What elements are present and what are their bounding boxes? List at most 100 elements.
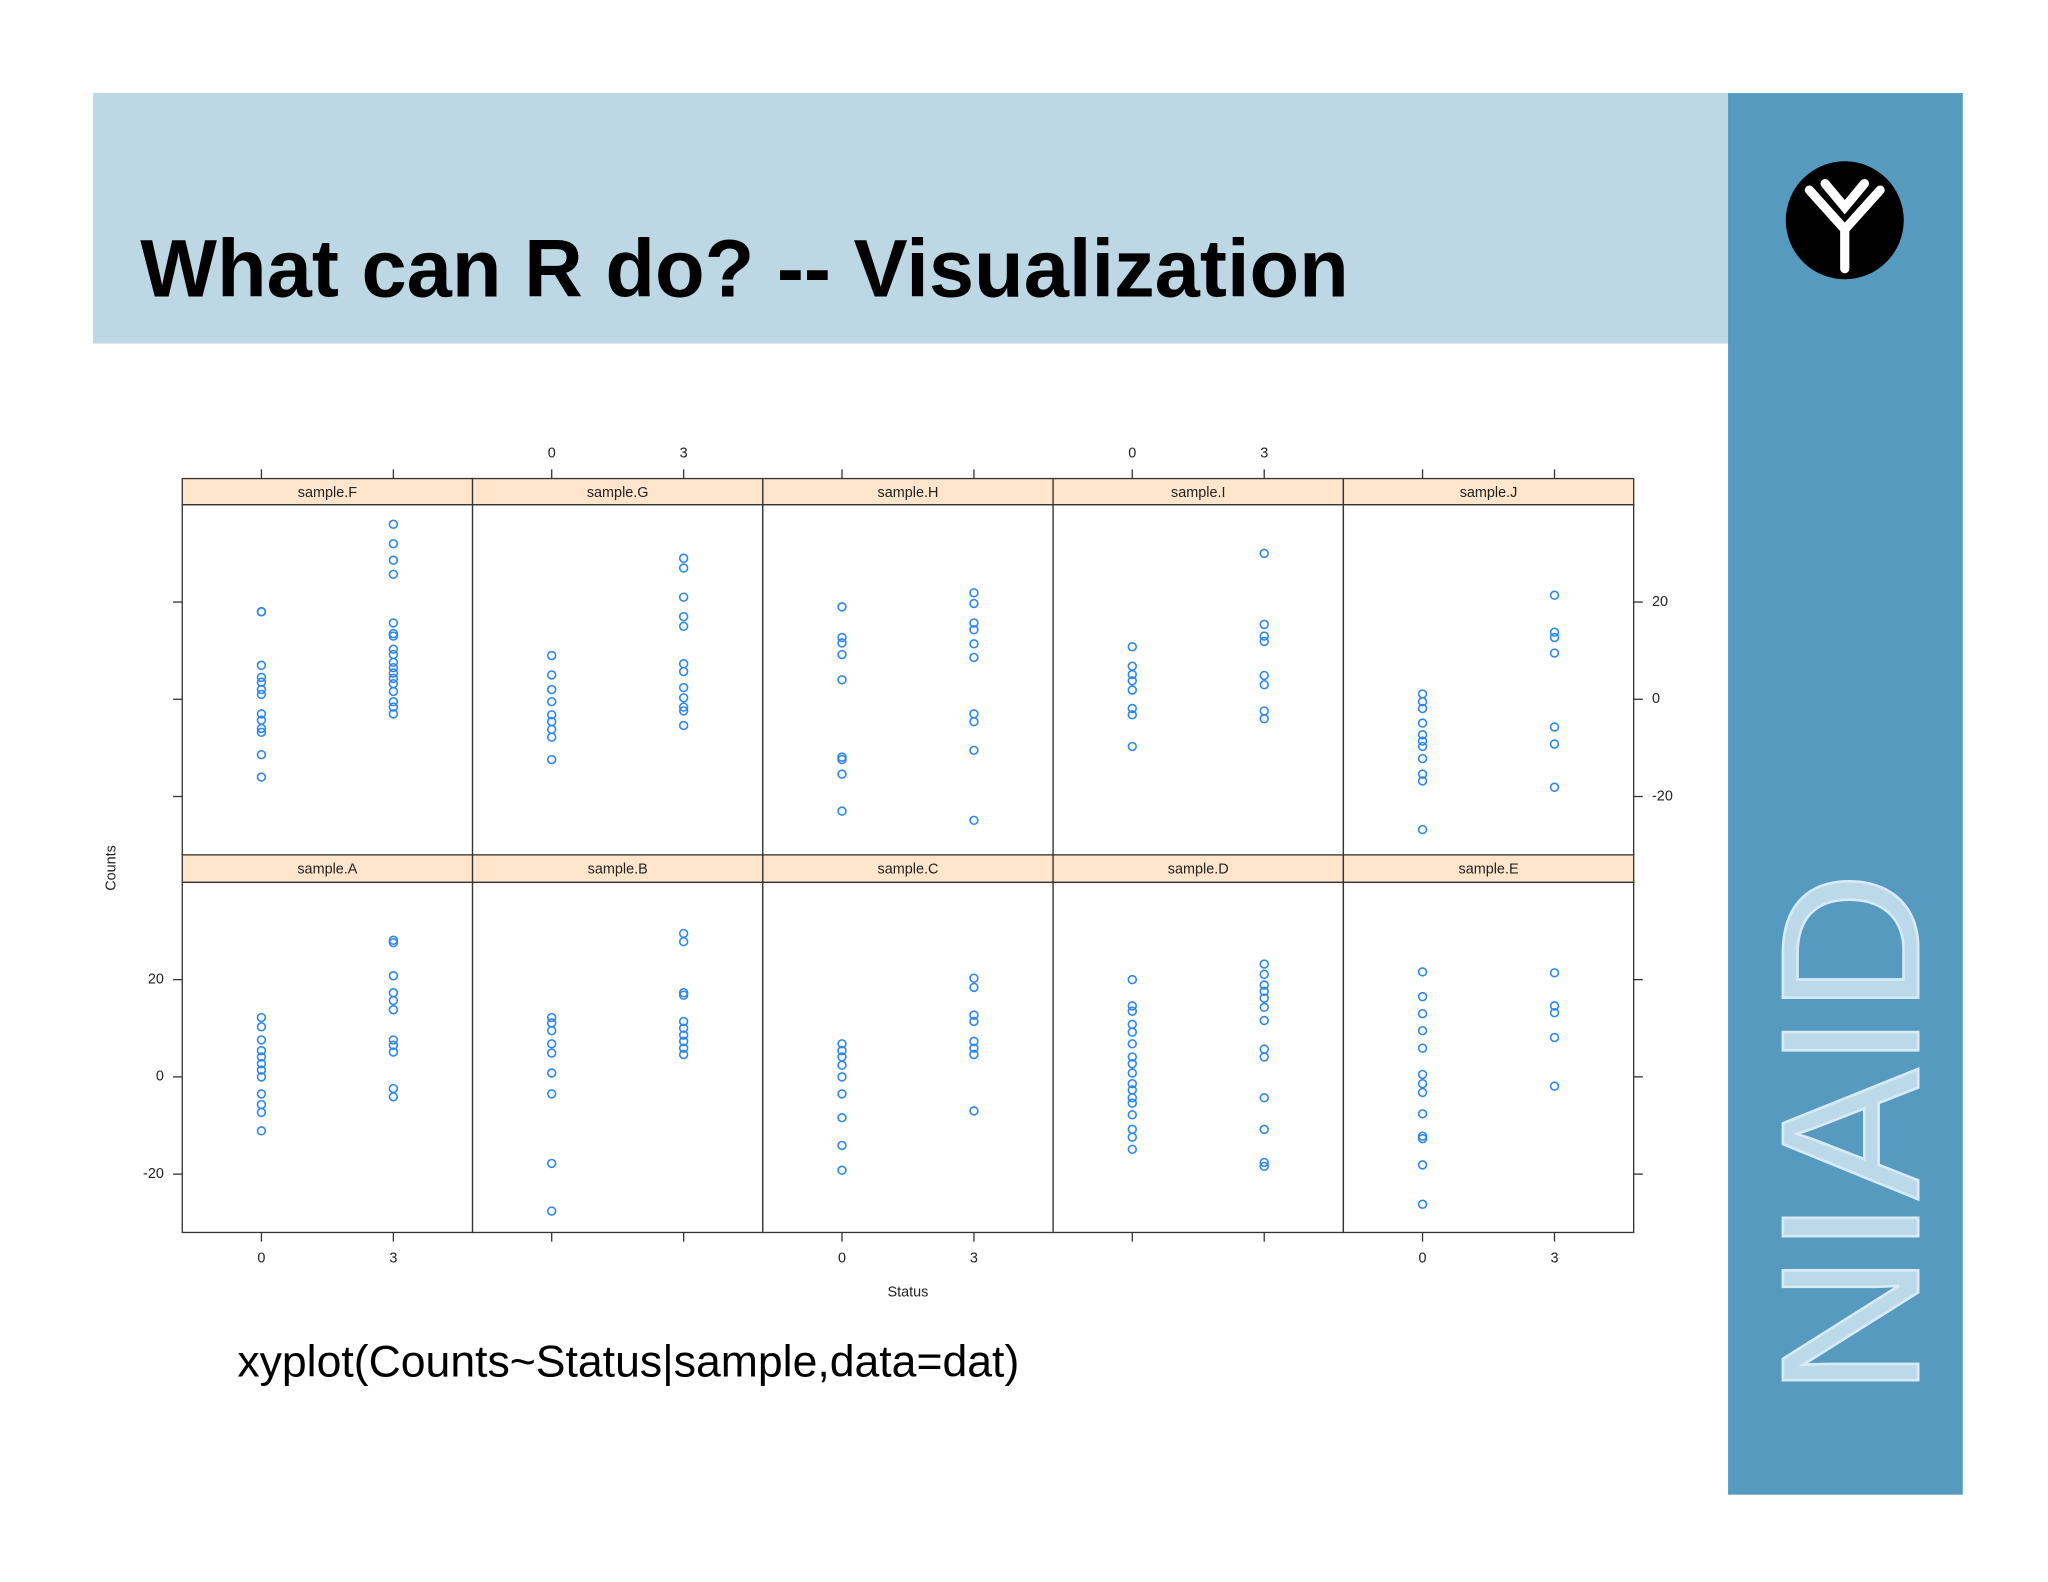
point bbox=[388, 702, 399, 712]
point bbox=[388, 538, 399, 549]
point bbox=[256, 727, 267, 738]
point bbox=[678, 720, 689, 731]
point bbox=[1259, 670, 1269, 681]
point bbox=[256, 1045, 267, 1056]
point bbox=[546, 670, 557, 680]
point bbox=[1549, 1001, 1560, 1011]
point bbox=[678, 682, 689, 693]
strip bbox=[762, 477, 1054, 506]
point bbox=[678, 1049, 689, 1060]
point bbox=[1549, 1081, 1560, 1091]
logo-icon bbox=[1804, 178, 1885, 274]
strip-label: sample.F bbox=[298, 485, 357, 501]
point bbox=[546, 1068, 557, 1078]
point bbox=[678, 990, 689, 1000]
point bbox=[1417, 1008, 1428, 1019]
point bbox=[837, 1165, 847, 1175]
point bbox=[837, 1039, 847, 1049]
x-tick-label: 0 bbox=[1419, 1250, 1427, 1266]
point bbox=[388, 644, 399, 654]
panel bbox=[471, 504, 764, 856]
point bbox=[1259, 993, 1269, 1003]
point bbox=[256, 1072, 267, 1082]
point bbox=[678, 706, 689, 716]
point bbox=[1127, 1039, 1137, 1049]
panel bbox=[762, 504, 1054, 856]
point bbox=[256, 1035, 267, 1045]
point bbox=[969, 1036, 979, 1047]
point bbox=[1549, 1007, 1560, 1018]
point bbox=[388, 1047, 399, 1057]
point bbox=[546, 1025, 557, 1036]
strip bbox=[1052, 854, 1345, 884]
point bbox=[388, 555, 399, 565]
point bbox=[1127, 741, 1137, 752]
point bbox=[388, 657, 399, 668]
y-tick-label: -20 bbox=[143, 1166, 164, 1182]
point bbox=[256, 660, 267, 670]
slide-title: What can R do? -- Visualization bbox=[140, 223, 1349, 314]
point bbox=[969, 625, 979, 635]
strip bbox=[1342, 477, 1635, 506]
point bbox=[969, 1049, 979, 1060]
panel bbox=[181, 881, 474, 1234]
point bbox=[1127, 1078, 1137, 1089]
point bbox=[1417, 1078, 1428, 1089]
point bbox=[1417, 736, 1428, 746]
point bbox=[1259, 1161, 1269, 1172]
point bbox=[1127, 1110, 1137, 1120]
point bbox=[546, 732, 557, 742]
point bbox=[1127, 1006, 1137, 1016]
point bbox=[678, 936, 689, 947]
x-tick-label: 0 bbox=[548, 445, 556, 461]
point bbox=[1549, 1032, 1560, 1043]
point bbox=[256, 1059, 267, 1069]
point bbox=[388, 662, 399, 673]
x-tick-label: 3 bbox=[970, 1250, 978, 1266]
point bbox=[388, 1092, 399, 1102]
point bbox=[1127, 1001, 1137, 1011]
point bbox=[969, 745, 979, 756]
point bbox=[1259, 679, 1269, 690]
point bbox=[1549, 739, 1560, 749]
point bbox=[546, 1206, 557, 1216]
point bbox=[388, 937, 399, 948]
point bbox=[837, 649, 847, 660]
point bbox=[1417, 1109, 1428, 1119]
point bbox=[256, 1012, 267, 1023]
point bbox=[1127, 1059, 1137, 1069]
point bbox=[678, 592, 689, 602]
panel bbox=[1342, 881, 1635, 1234]
point bbox=[969, 982, 979, 993]
point bbox=[256, 684, 267, 695]
point bbox=[388, 686, 399, 697]
strip bbox=[471, 477, 764, 506]
y-tick-label: -20 bbox=[1652, 788, 1673, 804]
point bbox=[546, 1039, 557, 1049]
point bbox=[256, 709, 267, 719]
y-tick-label: 20 bbox=[148, 971, 164, 987]
point bbox=[969, 639, 979, 649]
point bbox=[256, 1089, 267, 1099]
strip-label: sample.I bbox=[1171, 485, 1225, 501]
y-tick-label: 20 bbox=[1652, 594, 1668, 610]
panel bbox=[1052, 881, 1345, 1234]
point bbox=[1417, 718, 1428, 728]
point bbox=[1259, 986, 1269, 997]
point bbox=[837, 754, 847, 765]
point bbox=[1127, 685, 1137, 695]
code-text: xyplot(Counts~Status|sample,data=dat) bbox=[237, 1338, 1019, 1387]
point bbox=[1127, 1098, 1137, 1108]
strip-label: sample.A bbox=[297, 862, 357, 878]
point bbox=[678, 1030, 689, 1040]
point bbox=[969, 1010, 979, 1020]
point bbox=[969, 1016, 979, 1027]
point bbox=[1417, 1043, 1428, 1053]
point bbox=[1417, 1199, 1428, 1209]
x-tick-label: 0 bbox=[1128, 445, 1136, 461]
plot: sample.A sample.B sample.C sample.D sample.E… bbox=[103, 445, 1673, 1300]
point bbox=[546, 696, 557, 707]
panel bbox=[762, 881, 1054, 1234]
strip-label: sample.C bbox=[878, 862, 939, 878]
